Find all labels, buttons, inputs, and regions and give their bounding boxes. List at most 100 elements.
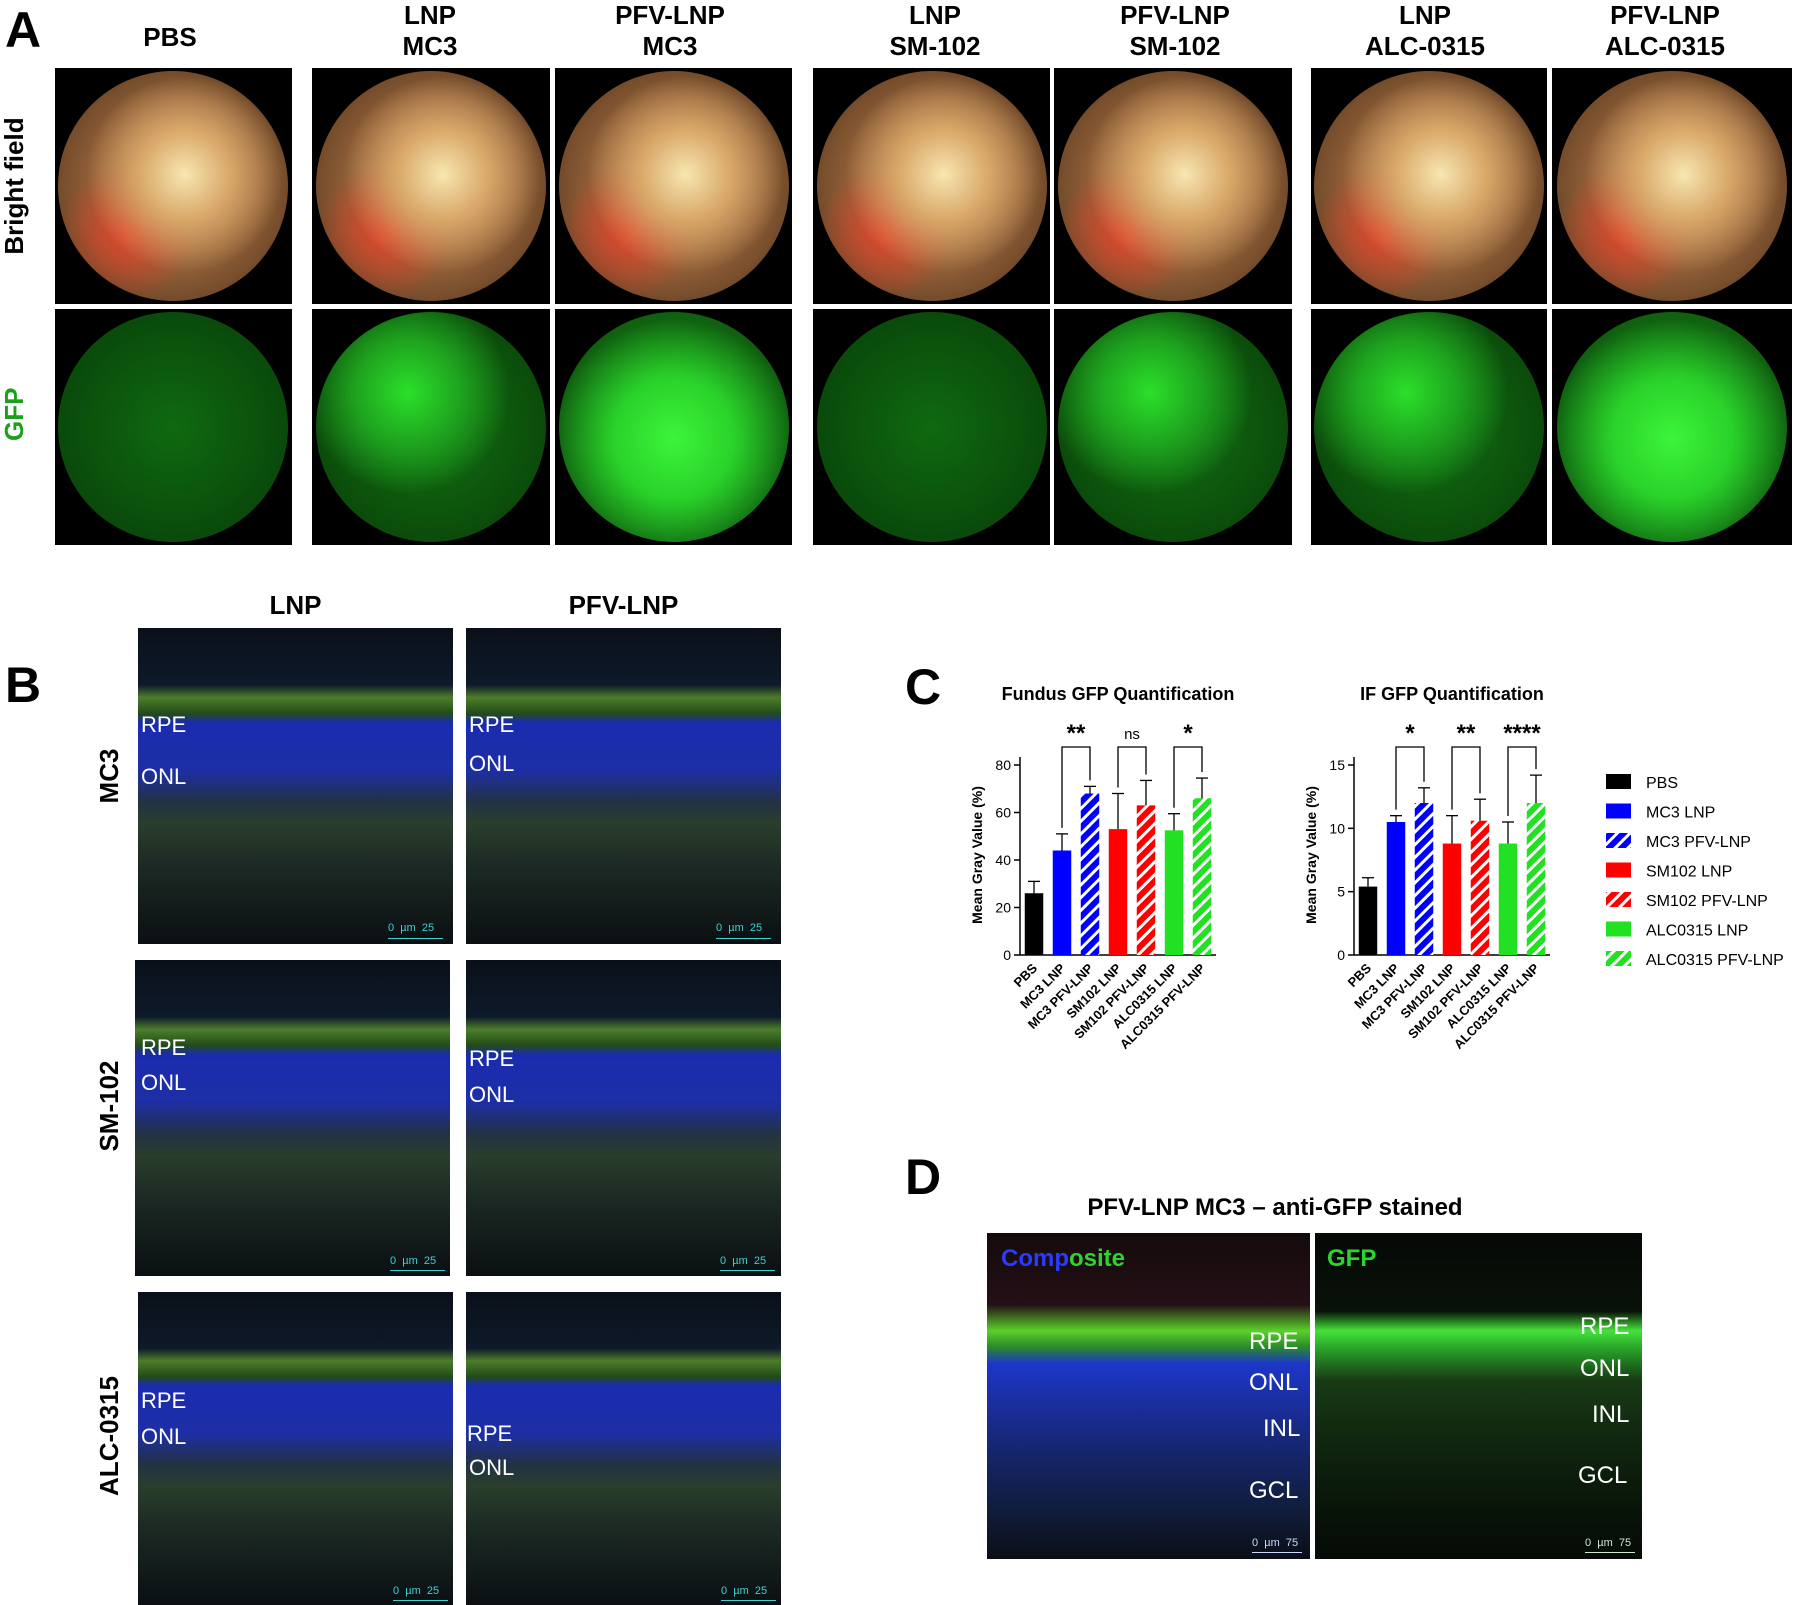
label-rpe: RPE [469, 712, 515, 737]
fundus-bright-lnp-alc [1311, 68, 1547, 304]
row-label-b-alc: ALC-0315 [94, 1376, 124, 1496]
legend-swatch [1606, 803, 1631, 819]
legend-label: MC3 PFV-LNP [1646, 834, 1751, 851]
section-d-composite: Composite RPE ONL INL GCL 0 µm 75 [987, 1233, 1310, 1559]
chart-fundus-gfp: Fundus GFP Quantification 0 20 40 60 80 Mean G… [969, 684, 1235, 1052]
bar-sm102-pfv-lnp [1470, 820, 1490, 955]
legend-swatch [1606, 833, 1631, 848]
section-alc-lnp: RPE ONL 0 µm 25 [138, 1292, 453, 1605]
fundus-bright-pfv-mc3 [555, 68, 792, 304]
legend-label: ALC0315 PFV-LNP [1646, 952, 1784, 969]
fundus-gfp-lnp-sm102 [813, 309, 1050, 545]
label-rpe: RPE [467, 1421, 513, 1446]
y-tick-label: 15 [1329, 757, 1345, 773]
scale-bar [716, 938, 771, 939]
scale-text: 0 µm 75 [1252, 1537, 1299, 1549]
fundus-gfp-pbs [55, 309, 292, 545]
significance-bracket [1061, 746, 1091, 828]
chart-title: IF GFP Quantification [1360, 684, 1544, 704]
section-mc3-pfv: RPE ONL 0 µm 25 [466, 628, 781, 944]
y-tick-label: 20 [995, 900, 1011, 916]
col-title-b-pfv: PFV-LNP [568, 590, 679, 620]
label-onl: ONL [141, 1424, 187, 1449]
section-mc3-lnp: RPE ONL 0 µm 25 [138, 628, 453, 944]
fundus-bright-pfv-sm102 [1054, 68, 1292, 304]
label-onl: ONL [1580, 1355, 1630, 1382]
y-tick-label: 0 [1337, 947, 1345, 963]
y-tick-label: 5 [1337, 884, 1345, 900]
label-rpe: RPE [1249, 1328, 1299, 1355]
legend-label: ALC0315 LNP [1646, 923, 1748, 940]
col-title-b-lnp: LNP [269, 590, 322, 620]
label-rpe: RPE [141, 1035, 187, 1060]
significance-label: ** [1457, 720, 1476, 747]
significance-label: * [1183, 720, 1193, 747]
scale-bar [390, 1270, 445, 1271]
row-label-bright-field: Bright field [0, 117, 29, 255]
scale-text: 0 µm 25 [393, 1585, 440, 1597]
significance-label: * [1405, 720, 1415, 747]
y-axis-label: Mean Gray Value (%) [1303, 786, 1319, 924]
panel-b-letter: B [5, 657, 42, 713]
scale-bar [720, 1270, 775, 1271]
y-tick-label: 40 [995, 852, 1011, 868]
significance-bracket [1173, 746, 1203, 808]
fundus-bright-pfv-alc [1552, 68, 1792, 304]
legend-swatch [1606, 774, 1631, 789]
label-onl: ONL [141, 764, 187, 789]
label-onl: ONL [469, 1082, 515, 1107]
label-gcl: GCL [1249, 1477, 1299, 1504]
legend-swatch [1606, 921, 1631, 937]
scale-text: 0 µm 75 [1585, 1537, 1632, 1549]
significance-label: **** [1503, 720, 1541, 747]
scale-text: 0 µm 25 [716, 922, 763, 934]
bar-alc0315-pfv-lnp [1192, 798, 1212, 955]
y-tick-label: 80 [995, 757, 1011, 773]
significance-bracket [1117, 746, 1147, 788]
bar-alc0315-lnp [1164, 830, 1184, 955]
scale-text: 0 µm 25 [721, 1585, 768, 1597]
scale-text: 0 µm 25 [720, 1255, 767, 1267]
section-d-gfp: GFP RPE ONL INL GCL 0 µm 75 [1315, 1233, 1642, 1559]
panel-d-letter: D [905, 1149, 942, 1205]
y-tick-label: 10 [1329, 820, 1345, 836]
chart-title: Fundus GFP Quantification [1002, 684, 1235, 704]
y-axis-label: Mean Gray Value (%) [969, 786, 985, 924]
bar-alc0315-lnp [1498, 843, 1518, 955]
label-rpe: RPE [1580, 1313, 1630, 1340]
col-title-pfv-mc3: PFV-LNP MC3 [615, 0, 725, 61]
row-label-b-mc3: MC3 [94, 748, 124, 804]
legend-label: SM102 LNP [1646, 864, 1732, 881]
section-sm102-pfv: RPE ONL 0 µm 25 [466, 960, 781, 1276]
fundus-bright-lnp-mc3 [312, 68, 550, 304]
gfp-channel-label: GFP [1327, 1245, 1377, 1272]
fundus-bright-pbs [55, 68, 292, 304]
col-title-lnp-sm102: LNP SM-102 [889, 0, 981, 61]
bar-alc0315-pfv-lnp [1526, 803, 1546, 955]
bar-mc3-lnp [1052, 850, 1072, 955]
scale-bar [388, 938, 443, 939]
label-inl: INL [1592, 1401, 1630, 1428]
bar-pbs [1024, 893, 1044, 955]
fundus-gfp-lnp-mc3 [312, 309, 550, 545]
bar-sm102-lnp [1442, 843, 1462, 955]
section-alc-pfv: RPE ONL 0 µm 25 [466, 1292, 781, 1605]
y-tick-label: 0 [1003, 947, 1011, 963]
scale-text: 0 µm 25 [388, 922, 435, 934]
fundus-bright-lnp-sm102 [813, 68, 1050, 304]
legend-label: PBS [1646, 775, 1678, 792]
scale-text: 0 µm 25 [390, 1255, 437, 1267]
bar-mc3-pfv-lnp [1414, 803, 1434, 955]
fundus-gfp-lnp-alc [1311, 309, 1547, 545]
label-onl: ONL [1249, 1369, 1299, 1396]
panel-a-letter: A [5, 2, 42, 58]
significance-bracket [1507, 746, 1537, 816]
col-title-lnp-alc: LNP ALC-0315 [1365, 0, 1485, 61]
col-title-lnp-mc3: LNP MC3 [402, 0, 458, 61]
legend-label: SM102 PFV-LNP [1646, 893, 1768, 910]
fundus-gfp-pfv-mc3 [555, 309, 792, 545]
legend-swatch [1606, 951, 1631, 966]
legend-swatches: PBS MC3 LNP MC3 PFV-LNP SM102 LNP SM102 PFV-… [1606, 774, 1784, 969]
significance-label: ns [1124, 726, 1140, 743]
panel-c-letter: C [905, 659, 942, 715]
